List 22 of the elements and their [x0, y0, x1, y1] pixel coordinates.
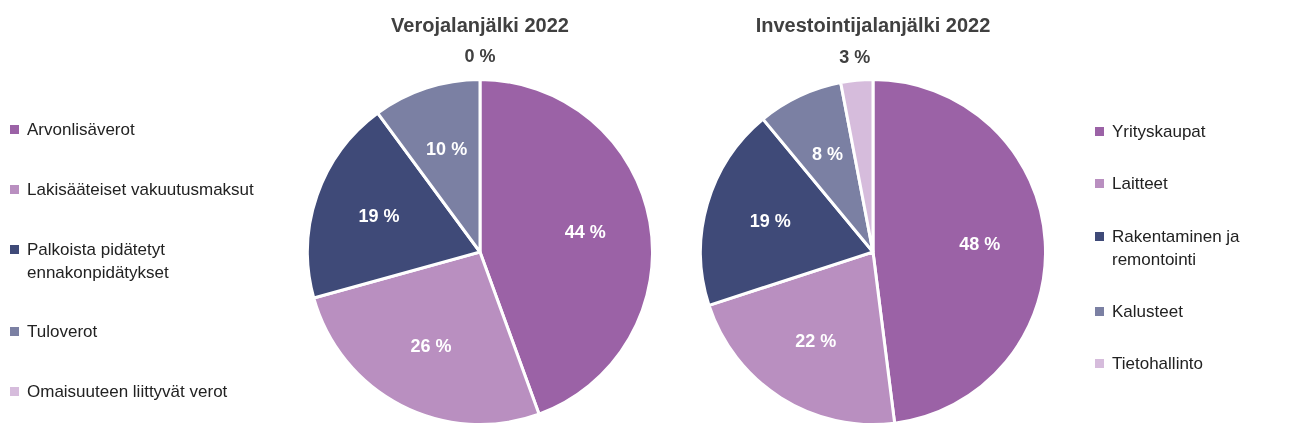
legend-label: Laitteet [1112, 173, 1168, 196]
legend-label: Kalusteet [1112, 300, 1183, 323]
data-label: 44 % [564, 222, 606, 243]
data-label: 19 % [749, 211, 791, 232]
legend-label: Tietohallinto [1112, 353, 1204, 375]
data-label: 10 % [426, 139, 468, 160]
chart-title: Verojalanjälki 2022 [391, 13, 569, 36]
legend-label: Palkoista pidätetyt ennakonpidätykset [27, 238, 170, 284]
legend-label: Rakentaminen ja remontointi [1112, 225, 1241, 271]
text: 0 % [464, 46, 496, 67]
data-label: 22 % [795, 331, 837, 352]
chart-title: Investointijalanjälki 2022 [755, 13, 991, 36]
legend-label: Tuloverot [27, 321, 98, 344]
legend-label: Yrityskaupat [1112, 121, 1206, 143]
data-label: 8 % [811, 144, 843, 165]
legend-label: Lakisääteiset vakuutusmaksut [27, 178, 254, 201]
legend-label: Omaisuuteen liittyvät verot [27, 381, 228, 403]
data-label: 26 % [410, 336, 452, 357]
legend-label: Arvonlisäverot [27, 119, 135, 141]
data-label: 3 % [839, 47, 871, 68]
data-label: 48 % [959, 234, 1001, 255]
data-label: 19 % [358, 205, 400, 226]
